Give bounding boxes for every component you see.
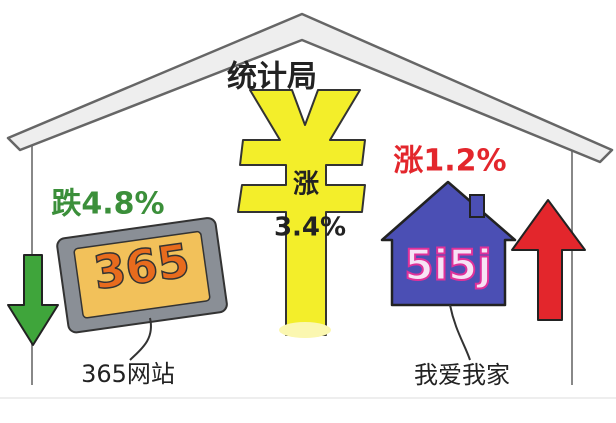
title: 统计局 bbox=[227, 60, 317, 95]
right-change: 涨1.2% bbox=[393, 144, 506, 179]
left-change: 跌4.8% bbox=[51, 187, 164, 222]
chimney bbox=[469, 194, 485, 218]
tablet-365 bbox=[56, 217, 228, 334]
left-logo: 365 bbox=[90, 233, 193, 300]
up-arrow bbox=[511, 199, 586, 321]
right-name: 我爱我家 bbox=[414, 361, 510, 389]
yen-sign bbox=[237, 89, 366, 336]
center-label: 涨 bbox=[293, 170, 319, 200]
roof bbox=[6, 12, 614, 164]
left-name: 365网站 bbox=[81, 360, 175, 388]
center-value: 3.4% bbox=[274, 213, 346, 243]
right-logo: 5i5j bbox=[404, 241, 491, 290]
down-arrow bbox=[7, 254, 59, 346]
yen-highlight bbox=[279, 322, 331, 338]
left-link bbox=[129, 317, 152, 361]
right-link bbox=[449, 304, 471, 361]
